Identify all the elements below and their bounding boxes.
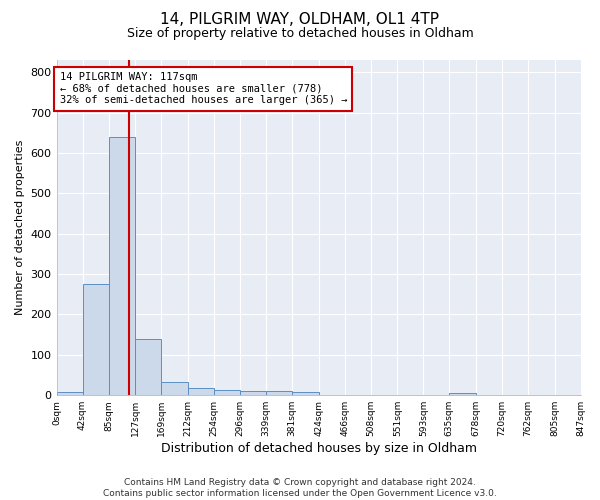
Bar bbox=[449, 393, 476, 395]
Bar bbox=[135, 340, 161, 395]
Bar bbox=[239, 391, 266, 395]
X-axis label: Distribution of detached houses by size in Oldham: Distribution of detached houses by size … bbox=[161, 442, 476, 455]
Y-axis label: Number of detached properties: Number of detached properties bbox=[15, 140, 25, 316]
Bar bbox=[56, 392, 83, 395]
Text: 14, PILGRIM WAY, OLDHAM, OL1 4TP: 14, PILGRIM WAY, OLDHAM, OL1 4TP bbox=[161, 12, 439, 28]
Bar bbox=[109, 136, 135, 395]
Bar bbox=[83, 284, 109, 395]
Text: Contains HM Land Registry data © Crown copyright and database right 2024.
Contai: Contains HM Land Registry data © Crown c… bbox=[103, 478, 497, 498]
Bar bbox=[214, 390, 239, 395]
Text: Size of property relative to detached houses in Oldham: Size of property relative to detached ho… bbox=[127, 28, 473, 40]
Bar bbox=[292, 392, 319, 395]
Bar bbox=[188, 388, 214, 395]
Bar bbox=[161, 382, 188, 395]
Bar bbox=[266, 391, 292, 395]
Text: 14 PILGRIM WAY: 117sqm
← 68% of detached houses are smaller (778)
32% of semi-de: 14 PILGRIM WAY: 117sqm ← 68% of detached… bbox=[59, 72, 347, 106]
